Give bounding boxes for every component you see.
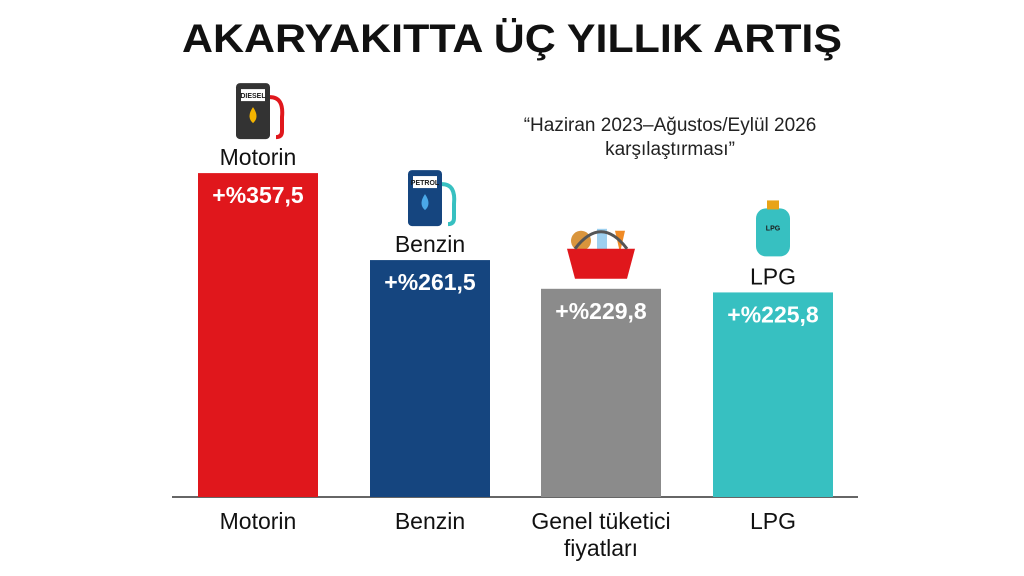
pump-window bbox=[241, 89, 265, 102]
bar-label: Motorin bbox=[220, 144, 297, 170]
icon bbox=[567, 228, 635, 279]
chart-subtitle: “Haziran 2023–Ağustos/Eylül 2026 karşıla… bbox=[523, 115, 817, 160]
bar bbox=[713, 292, 833, 497]
bar bbox=[541, 288, 661, 497]
icon: LPG bbox=[756, 200, 790, 257]
x-tick-label: Motorin bbox=[219, 508, 297, 534]
x-tick-label: Benzin bbox=[394, 508, 466, 534]
pump-window bbox=[413, 176, 437, 189]
drop bbox=[421, 194, 429, 211]
icon-text: DIESEL bbox=[240, 93, 266, 100]
hose bbox=[269, 95, 285, 140]
bar-label: Benzin bbox=[395, 231, 465, 257]
handle bbox=[573, 230, 629, 250]
bar-label: LPG bbox=[750, 263, 796, 289]
drop bbox=[249, 107, 257, 124]
bar bbox=[198, 173, 318, 498]
value-label: +%225,8 bbox=[727, 301, 819, 327]
value-label: +%261,5 bbox=[384, 269, 476, 295]
icon-text: LPG bbox=[766, 225, 781, 232]
icon: DIESEL bbox=[236, 83, 285, 140]
icon-text: PETROL bbox=[411, 180, 440, 187]
basket bbox=[567, 248, 635, 279]
value-label: +%229,8 bbox=[555, 298, 647, 324]
valve bbox=[767, 200, 779, 210]
cylinder bbox=[756, 208, 790, 257]
x-tick-label: LPG bbox=[749, 508, 797, 534]
icon: PETROL bbox=[408, 170, 457, 227]
x-tick-label: Genel tüketici fiyatları bbox=[531, 508, 671, 561]
hose bbox=[441, 182, 457, 227]
chart-title: AKARYAKITTA ÜÇ YILLIK ARTIŞ bbox=[182, 16, 842, 61]
bar bbox=[370, 260, 490, 497]
bottle bbox=[597, 228, 607, 253]
value-label: +%357,5 bbox=[212, 182, 304, 208]
